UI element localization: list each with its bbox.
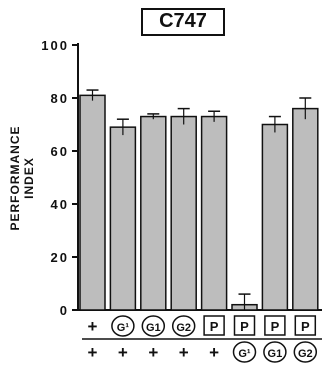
- y-tick-label: 0: [60, 303, 69, 318]
- genotype-row1-label-box: [264, 315, 286, 336]
- genotype-row1-label: G¹: [117, 322, 130, 334]
- genotype-row1-label: P: [301, 319, 310, 334]
- genotype-row2-label: +: [209, 343, 219, 362]
- genotype-row2-label: +: [148, 343, 158, 362]
- y-tick-label: 40: [51, 197, 69, 212]
- genotype-row1-label: P: [240, 319, 249, 334]
- genotype-row1-label-circle: [141, 315, 166, 337]
- genotype-row2-label-circle: [293, 341, 318, 363]
- genotype-row1-label: P: [210, 319, 219, 334]
- genotype-row1-label: +: [88, 317, 98, 336]
- bar: [292, 107, 319, 311]
- bar: [170, 115, 197, 311]
- bar: [109, 126, 137, 311]
- genotype-row1-label-circle: [111, 315, 135, 337]
- genotype-row1-label-box: [203, 315, 225, 336]
- genotype-row1-label: G1: [146, 322, 161, 334]
- genotype-row2-label-circle: [232, 341, 257, 363]
- y-tick-label: 60: [51, 144, 69, 159]
- genotype-row2-label: G1: [268, 348, 283, 360]
- genotype-row2-label: G¹: [238, 348, 251, 360]
- genotype-row2-label: +: [118, 343, 128, 362]
- chart-title: C747: [159, 10, 207, 32]
- chart-title-box: [141, 8, 225, 36]
- bar: [79, 94, 106, 311]
- genotype-row1-label: P: [271, 319, 280, 334]
- genotype-row2-label: +: [179, 343, 189, 362]
- genotype-row2-label: +: [88, 343, 98, 362]
- genotype-row2-label: G2: [298, 348, 313, 360]
- bar: [261, 123, 289, 311]
- y-tick-label: 20: [51, 250, 69, 265]
- genotype-row1-label-circle: [171, 315, 196, 337]
- genotype-row1-label-box: [233, 315, 256, 336]
- bar: [140, 115, 167, 311]
- genotype-row1-label-box: [294, 315, 317, 336]
- genotype-row2-label-circle: [263, 341, 287, 363]
- genotype-row1-label: G2: [176, 322, 191, 334]
- y-tick-label: 80: [51, 91, 69, 106]
- y-tick-label: 100: [41, 38, 69, 53]
- bar: [200, 115, 228, 311]
